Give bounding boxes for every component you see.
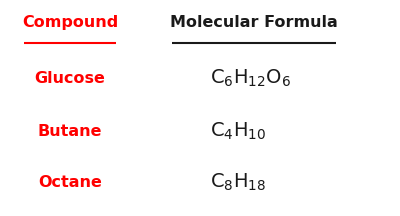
Text: Compound: Compound: [22, 15, 118, 30]
Text: Glucose: Glucose: [34, 71, 106, 86]
Text: $\mathrm{C}_{6}\mathrm{H}_{12}\mathrm{O}_{6}$: $\mathrm{C}_{6}\mathrm{H}_{12}\mathrm{O}…: [210, 68, 291, 89]
Text: $\mathrm{C}_{8}\mathrm{H}_{18}$: $\mathrm{C}_{8}\mathrm{H}_{18}$: [210, 172, 266, 193]
Text: Butane: Butane: [38, 124, 102, 139]
Text: Octane: Octane: [38, 175, 102, 190]
Text: Molecular Formula: Molecular Formula: [170, 15, 338, 30]
Text: $\mathrm{C}_{4}\mathrm{H}_{10}$: $\mathrm{C}_{4}\mathrm{H}_{10}$: [210, 121, 266, 142]
